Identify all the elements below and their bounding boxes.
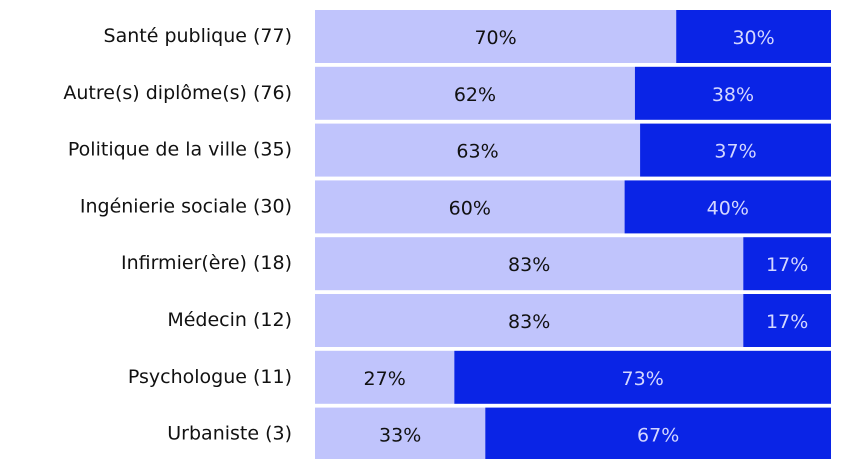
value-label: 37%: [714, 141, 756, 163]
value-label: 70%: [474, 27, 516, 49]
bar-segment: [485, 407, 831, 459]
bar-segment: [315, 237, 744, 291]
category-label: Santé publique (77): [104, 25, 292, 47]
value-label: 17%: [766, 311, 808, 333]
bar-segment: [315, 180, 625, 234]
bar-segment: [640, 123, 831, 177]
bar-segment: [634, 66, 831, 120]
value-label: 83%: [508, 254, 550, 276]
value-label: 40%: [707, 197, 749, 219]
bar-segment: [624, 180, 831, 234]
value-label: 30%: [732, 27, 774, 49]
category-label: Autre(s) diplôme(s) (76): [63, 82, 292, 104]
bar-segment: [315, 350, 455, 404]
bar-segment: [315, 407, 486, 459]
value-label: 17%: [766, 254, 808, 276]
value-label: 27%: [364, 368, 406, 390]
category-label: Infirmier(ère) (18): [121, 252, 292, 274]
category-label: Urbaniste (3): [167, 423, 292, 445]
value-label: 67%: [637, 425, 679, 447]
bar-segment: [315, 66, 635, 120]
value-label: 83%: [508, 311, 550, 333]
value-label: 60%: [449, 197, 491, 219]
bar-segment: [676, 10, 831, 63]
category-label: Politique de la ville (35): [68, 139, 292, 161]
bar-segment: [315, 10, 677, 63]
value-label: 33%: [379, 425, 421, 447]
value-label: 63%: [456, 141, 498, 163]
bar-segment: [454, 350, 831, 404]
value-label: 73%: [622, 368, 664, 390]
bar-segment: [315, 123, 641, 177]
value-label: 62%: [454, 84, 496, 106]
bar-segment: [743, 294, 831, 347]
bar-segment: [315, 294, 744, 347]
category-label: Médecin (12): [167, 309, 292, 331]
category-label: Psychologue (11): [128, 366, 292, 388]
value-label: 38%: [712, 84, 754, 106]
category-label: Ingénierie sociale (30): [80, 195, 292, 217]
bar-segment: [743, 237, 831, 291]
